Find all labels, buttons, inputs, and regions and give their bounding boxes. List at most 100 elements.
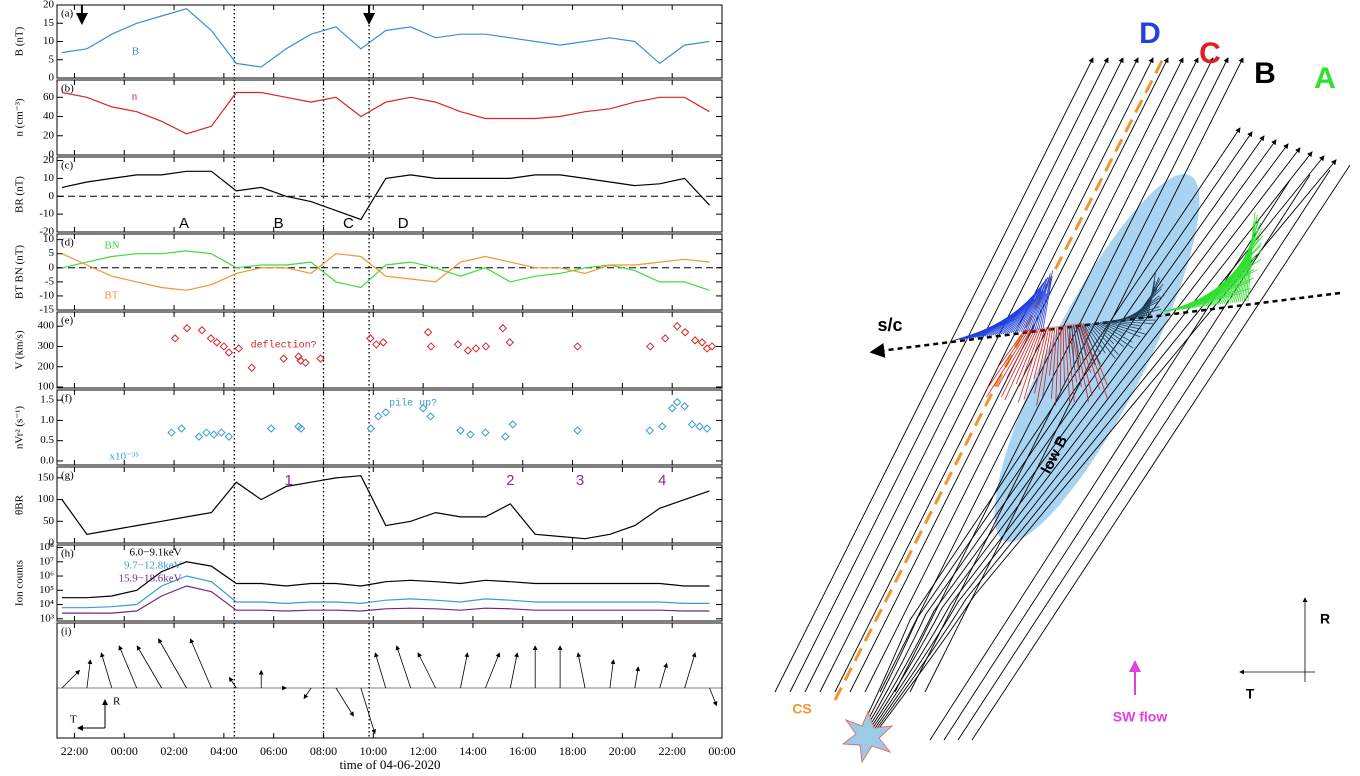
y-tick-label: -5	[45, 275, 55, 287]
field-line	[929, 179, 1291, 741]
data-point	[573, 426, 582, 435]
vector	[1145, 280, 1156, 317]
field-vector	[303, 687, 312, 700]
data-point	[167, 428, 176, 437]
data-point	[234, 344, 244, 353]
field-line	[873, 159, 1337, 736]
data-point	[697, 338, 707, 347]
vector	[1105, 321, 1142, 330]
vector	[996, 329, 1026, 370]
field-vector	[86, 659, 93, 689]
data-point	[672, 321, 682, 331]
vector	[1040, 270, 1054, 330]
data-line	[61, 250, 710, 291]
y-tick-label: 0	[49, 190, 55, 202]
panel-label: (f)	[61, 393, 72, 405]
field-vector	[395, 645, 412, 689]
vector	[1147, 272, 1157, 317]
vector	[1089, 323, 1119, 355]
field-line	[871, 155, 1325, 736]
data-point	[463, 346, 473, 355]
field-line	[819, 57, 1139, 693]
region-label: C	[343, 215, 354, 232]
vector	[1026, 277, 1049, 332]
y-axis-title: BR (nT)	[14, 176, 26, 213]
vector	[1014, 298, 1035, 333]
x-axis-title: time of 04-06-2020	[339, 757, 440, 772]
panel-label: (c)	[61, 160, 74, 172]
data-point	[379, 338, 388, 347]
region-label: B	[274, 215, 284, 232]
vector	[1111, 319, 1156, 322]
data-point	[501, 432, 510, 441]
field-line	[909, 57, 1229, 693]
x-tick-label: 18:00	[559, 744, 586, 758]
series-label: n	[132, 91, 138, 103]
data-line	[61, 8, 710, 68]
y-tick-label: -20	[39, 226, 54, 238]
data-point	[466, 430, 475, 439]
x-tick-label: 14:00	[459, 744, 486, 758]
y-tick-label: -10	[39, 289, 54, 301]
series-label: BT	[104, 290, 118, 302]
data-point	[206, 334, 216, 343]
field-vector	[576, 652, 586, 689]
vector	[1071, 325, 1075, 367]
field-vector	[374, 652, 387, 689]
data-point	[374, 412, 383, 421]
x-tick-label: 00:00	[708, 744, 735, 758]
vector	[1024, 277, 1048, 332]
data-point	[481, 428, 490, 437]
field-vector	[460, 652, 470, 689]
vector	[1062, 325, 1065, 383]
vector	[1020, 288, 1042, 332]
vector	[1036, 293, 1047, 330]
vector	[1082, 322, 1109, 388]
vector	[1101, 321, 1141, 338]
x-tick-label: 20:00	[609, 744, 636, 758]
data-line	[61, 91, 710, 135]
data-point	[294, 352, 303, 361]
y-tick-label: 100	[38, 381, 55, 393]
vector	[1036, 326, 1052, 406]
current-sheet	[833, 54, 1167, 701]
x-tick-label: 08:00	[310, 744, 337, 758]
vector	[1006, 301, 1030, 334]
field-vector	[228, 676, 237, 689]
case-label: 2	[506, 472, 514, 489]
vector	[1080, 322, 1108, 399]
field-vector	[659, 662, 668, 689]
x-tick-label: 02:00	[160, 744, 187, 758]
data-point	[177, 424, 186, 433]
field-line	[834, 57, 1154, 693]
vector	[1068, 324, 1077, 383]
vector	[1055, 325, 1060, 406]
field-line	[869, 151, 1313, 736]
y-tick-label: 200	[38, 360, 55, 372]
flow-label: SW flow	[1113, 709, 1168, 725]
current-sheet-label: CS	[792, 701, 811, 717]
y-axis-title: B (nT)	[14, 26, 26, 56]
spacecraft-label: s/c	[877, 315, 902, 335]
x-tick-label: 04:00	[210, 744, 237, 758]
panel-frame	[56, 389, 723, 466]
data-point	[690, 336, 700, 345]
field-line	[894, 57, 1214, 693]
data-point	[182, 324, 192, 333]
y-tick-label: 300	[38, 340, 55, 352]
data-point	[366, 424, 376, 433]
vector	[1083, 324, 1101, 355]
data-point	[301, 358, 310, 367]
y-tick-label: 5	[49, 247, 55, 259]
panel-frame	[56, 79, 723, 156]
y-tick-label: 0	[49, 72, 55, 84]
data-point	[498, 324, 508, 333]
y-tick-label: 0	[49, 149, 55, 161]
series-label: 6.0−9.1keV	[130, 547, 182, 559]
vector	[1042, 278, 1053, 330]
case-label: 3	[576, 472, 584, 489]
axis-label: R	[1320, 611, 1330, 627]
y-tick-label: 20	[43, 154, 55, 166]
panel-frame	[56, 233, 723, 311]
